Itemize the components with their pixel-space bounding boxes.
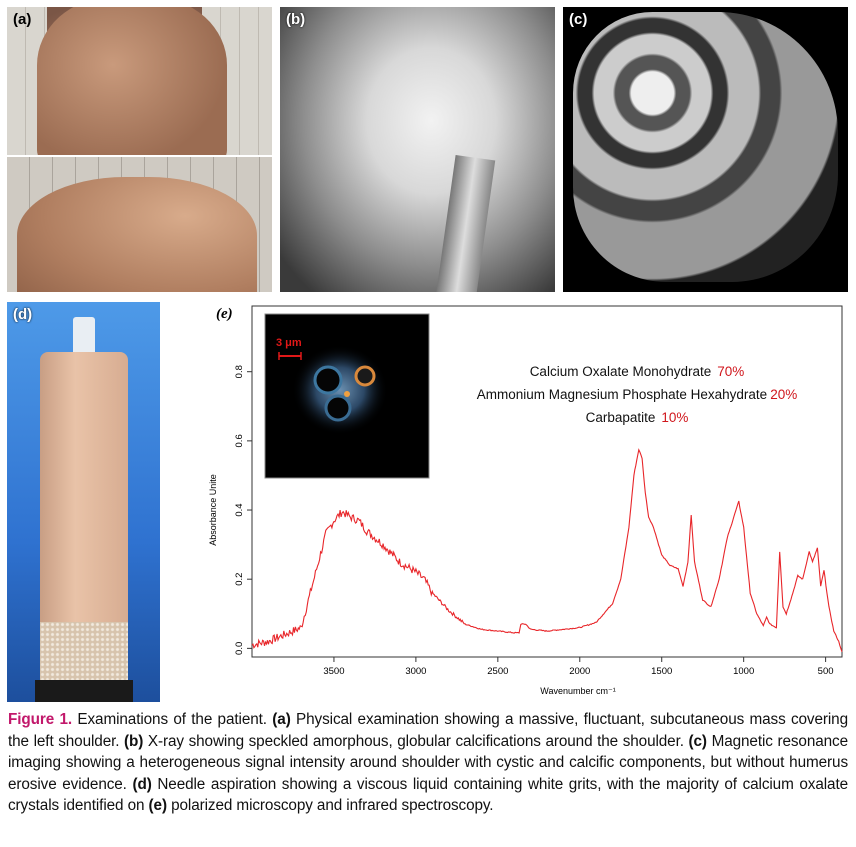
photo-shoulder-back: (a) [7, 7, 272, 155]
caption-ref-d: (d) [132, 775, 152, 793]
crystal [324, 394, 352, 422]
figure-caption: Figure 1. Examinations of the patient. (… [8, 709, 848, 817]
annotation-1: Calcium Oxalate Monohydrate 70% [530, 364, 745, 379]
y-axis-label: Absorbance Unite [208, 474, 218, 546]
xray-image: (b) [280, 7, 555, 292]
spectrum-line [251, 448, 843, 652]
panel-label-b: (b) [286, 11, 306, 28]
caption-text: Magnetic resonance imaging showing a het… [8, 732, 849, 793]
crystal [313, 365, 343, 395]
caption-ref-c: (c) [688, 732, 708, 750]
crystal-highlight [344, 391, 350, 397]
caption-text: Physical examination showing a massive, … [8, 711, 848, 750]
caption-ref-b: (b) [124, 732, 144, 750]
y-tick-label: 0.8 [234, 365, 245, 378]
annotation-3: Carbapatite 10% [586, 410, 689, 425]
caption-ref-e: (e) [148, 797, 168, 814]
x-tick-label: 3000 [405, 666, 426, 677]
x-tick-label: 2500 [487, 666, 508, 677]
caption-text: Needle aspiration showing a viscous liqu… [8, 775, 848, 815]
panel-label-d: (d) [13, 306, 33, 323]
x-tick-label: 1000 [733, 666, 754, 677]
panel-label-e: (e) [216, 306, 233, 322]
plot-frame [251, 305, 843, 658]
scale-bar-label: 3 μm [276, 337, 302, 349]
mri-image: (c) [563, 7, 848, 292]
panel-label-c: (c) [569, 11, 588, 28]
patient-back [37, 7, 227, 155]
y-tick-label: 0.6 [234, 434, 245, 447]
crystal [354, 365, 376, 387]
syringe-plunger [35, 680, 133, 702]
ir-spectrum-chart: (e) 3500 3000 2500 2000 1500 1000 500 0.0 0.2 0.4… [208, 305, 843, 696]
patient-chest [17, 177, 257, 292]
x-tick-label: 500 [818, 666, 834, 677]
syringe-tip [73, 317, 95, 357]
mri-mass [573, 12, 838, 282]
photo-shoulder-front [7, 157, 272, 292]
aspiration-syringe-photo: (d) [7, 302, 160, 702]
y-tick-label: 0.4 [234, 503, 245, 516]
caption-text: polarized microscopy and infrared spectr… [166, 797, 494, 814]
white-grits [40, 622, 128, 682]
caption-text: Examinations of the patient. [72, 711, 273, 728]
y-tick-label: 0.0 [234, 642, 245, 655]
x-tick-label: 1500 [651, 666, 672, 677]
figure-label: Figure 1. [8, 711, 73, 728]
x-tick-label: 2000 [569, 666, 590, 677]
microscopy-inset: 3 μm [264, 313, 430, 479]
x-axis-label: Wavenumber cm⁻¹ [540, 686, 615, 696]
caption-text: X-ray showing speckled amorphous, globul… [143, 732, 689, 750]
humerus [434, 154, 496, 292]
panel-label-a: (a) [13, 11, 32, 28]
caption-ref-a: (a) [272, 711, 291, 728]
x-tick-label: 3500 [323, 666, 344, 677]
crystal-cluster [292, 345, 388, 435]
annotation-2: Ammonium Magnesium Phosphate Hexahydrate… [477, 387, 797, 402]
y-tick-label: 0.2 [234, 573, 245, 586]
